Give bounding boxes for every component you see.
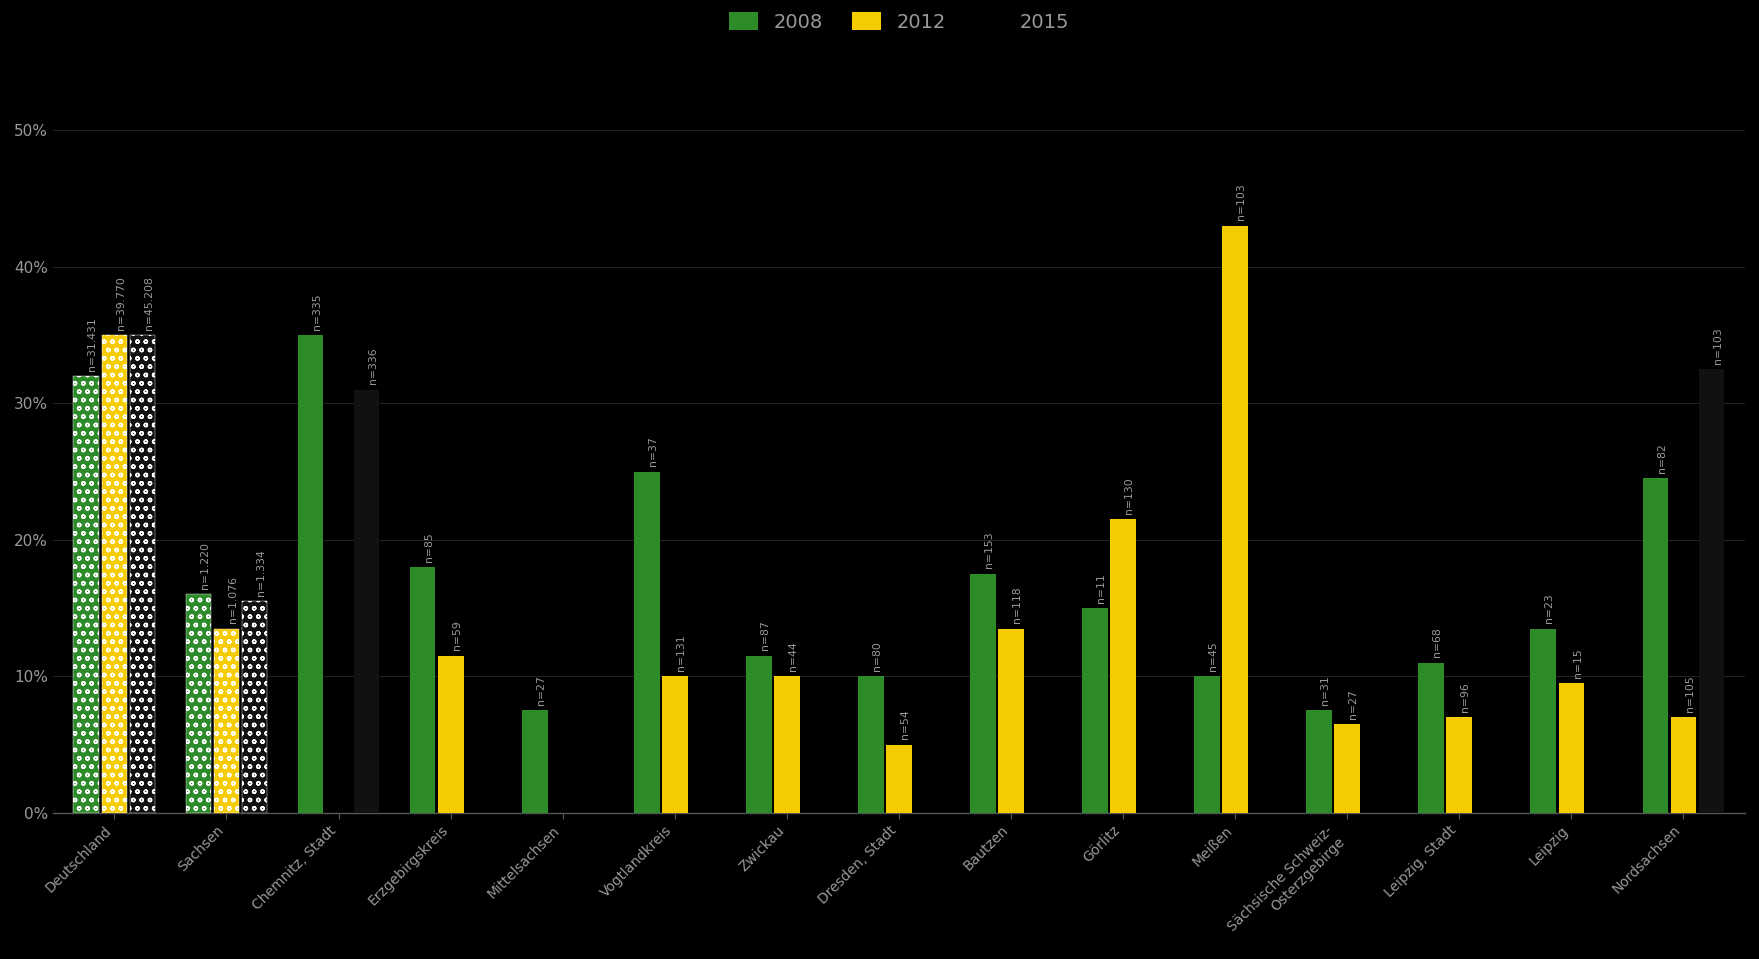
Text: n=80: n=80 (872, 641, 881, 670)
Bar (1671, 717, 1696, 813)
Text: n=103: n=103 (1237, 184, 1247, 221)
Text: n=31: n=31 (1321, 675, 1330, 705)
Bar (1699, 369, 1724, 813)
Bar (887, 744, 911, 813)
Text: n=153: n=153 (983, 532, 994, 569)
Bar (1223, 226, 1249, 813)
Bar (102, 335, 127, 813)
Text: n=335: n=335 (311, 293, 322, 330)
Bar (130, 335, 155, 813)
Bar (297, 335, 324, 813)
Text: n=11: n=11 (1096, 573, 1106, 602)
Bar (997, 628, 1024, 813)
Bar (1307, 711, 1332, 813)
Text: n=1.334: n=1.334 (255, 549, 266, 596)
Text: n=131: n=131 (675, 634, 686, 670)
Text: n=59: n=59 (452, 620, 463, 650)
Text: n=105: n=105 (1685, 675, 1694, 712)
Text: n=68: n=68 (1432, 627, 1442, 657)
Bar (746, 656, 772, 813)
Bar (522, 711, 547, 813)
Bar (1643, 479, 1668, 813)
Text: n=27: n=27 (536, 675, 545, 705)
Bar (410, 567, 436, 813)
Text: n=130: n=130 (1124, 478, 1135, 514)
Bar (661, 676, 688, 813)
Text: n=82: n=82 (1657, 443, 1666, 473)
Text: n=44: n=44 (788, 641, 799, 670)
Text: n=118: n=118 (1011, 586, 1022, 623)
Text: n=103: n=103 (1713, 327, 1722, 363)
Text: n=85: n=85 (424, 532, 434, 562)
Bar (1558, 683, 1585, 813)
Bar (241, 601, 267, 813)
Text: n=37: n=37 (647, 436, 658, 466)
Text: n=39.770: n=39.770 (116, 276, 125, 330)
Bar (185, 595, 211, 813)
Legend: 2008, 2012, 2015: 2008, 2012, 2015 (728, 12, 1069, 32)
Bar (74, 376, 99, 813)
Text: n=1.076: n=1.076 (227, 576, 237, 623)
Text: n=1.220: n=1.220 (199, 542, 209, 589)
Bar (858, 676, 883, 813)
Text: n=96: n=96 (1460, 682, 1471, 712)
Bar (438, 656, 464, 813)
Bar (1418, 663, 1444, 813)
Bar (774, 676, 800, 813)
Bar (633, 472, 660, 813)
Text: n=31.431: n=31.431 (88, 316, 97, 370)
Bar (1110, 520, 1136, 813)
Bar (971, 573, 996, 813)
Bar (1082, 608, 1108, 813)
Bar (1194, 676, 1221, 813)
Text: n=27: n=27 (1349, 689, 1358, 718)
Text: n=336: n=336 (368, 347, 378, 385)
Text: n=45: n=45 (1208, 641, 1219, 670)
Text: n=87: n=87 (760, 620, 770, 650)
Text: n=23: n=23 (1544, 594, 1555, 623)
Bar (1446, 717, 1472, 813)
Bar (213, 628, 239, 813)
Text: n=54: n=54 (901, 710, 909, 739)
Text: n=15: n=15 (1573, 648, 1583, 678)
Text: n=45.208: n=45.208 (144, 276, 153, 330)
Bar (1335, 724, 1360, 813)
Bar (1530, 628, 1557, 813)
Bar (354, 389, 380, 813)
